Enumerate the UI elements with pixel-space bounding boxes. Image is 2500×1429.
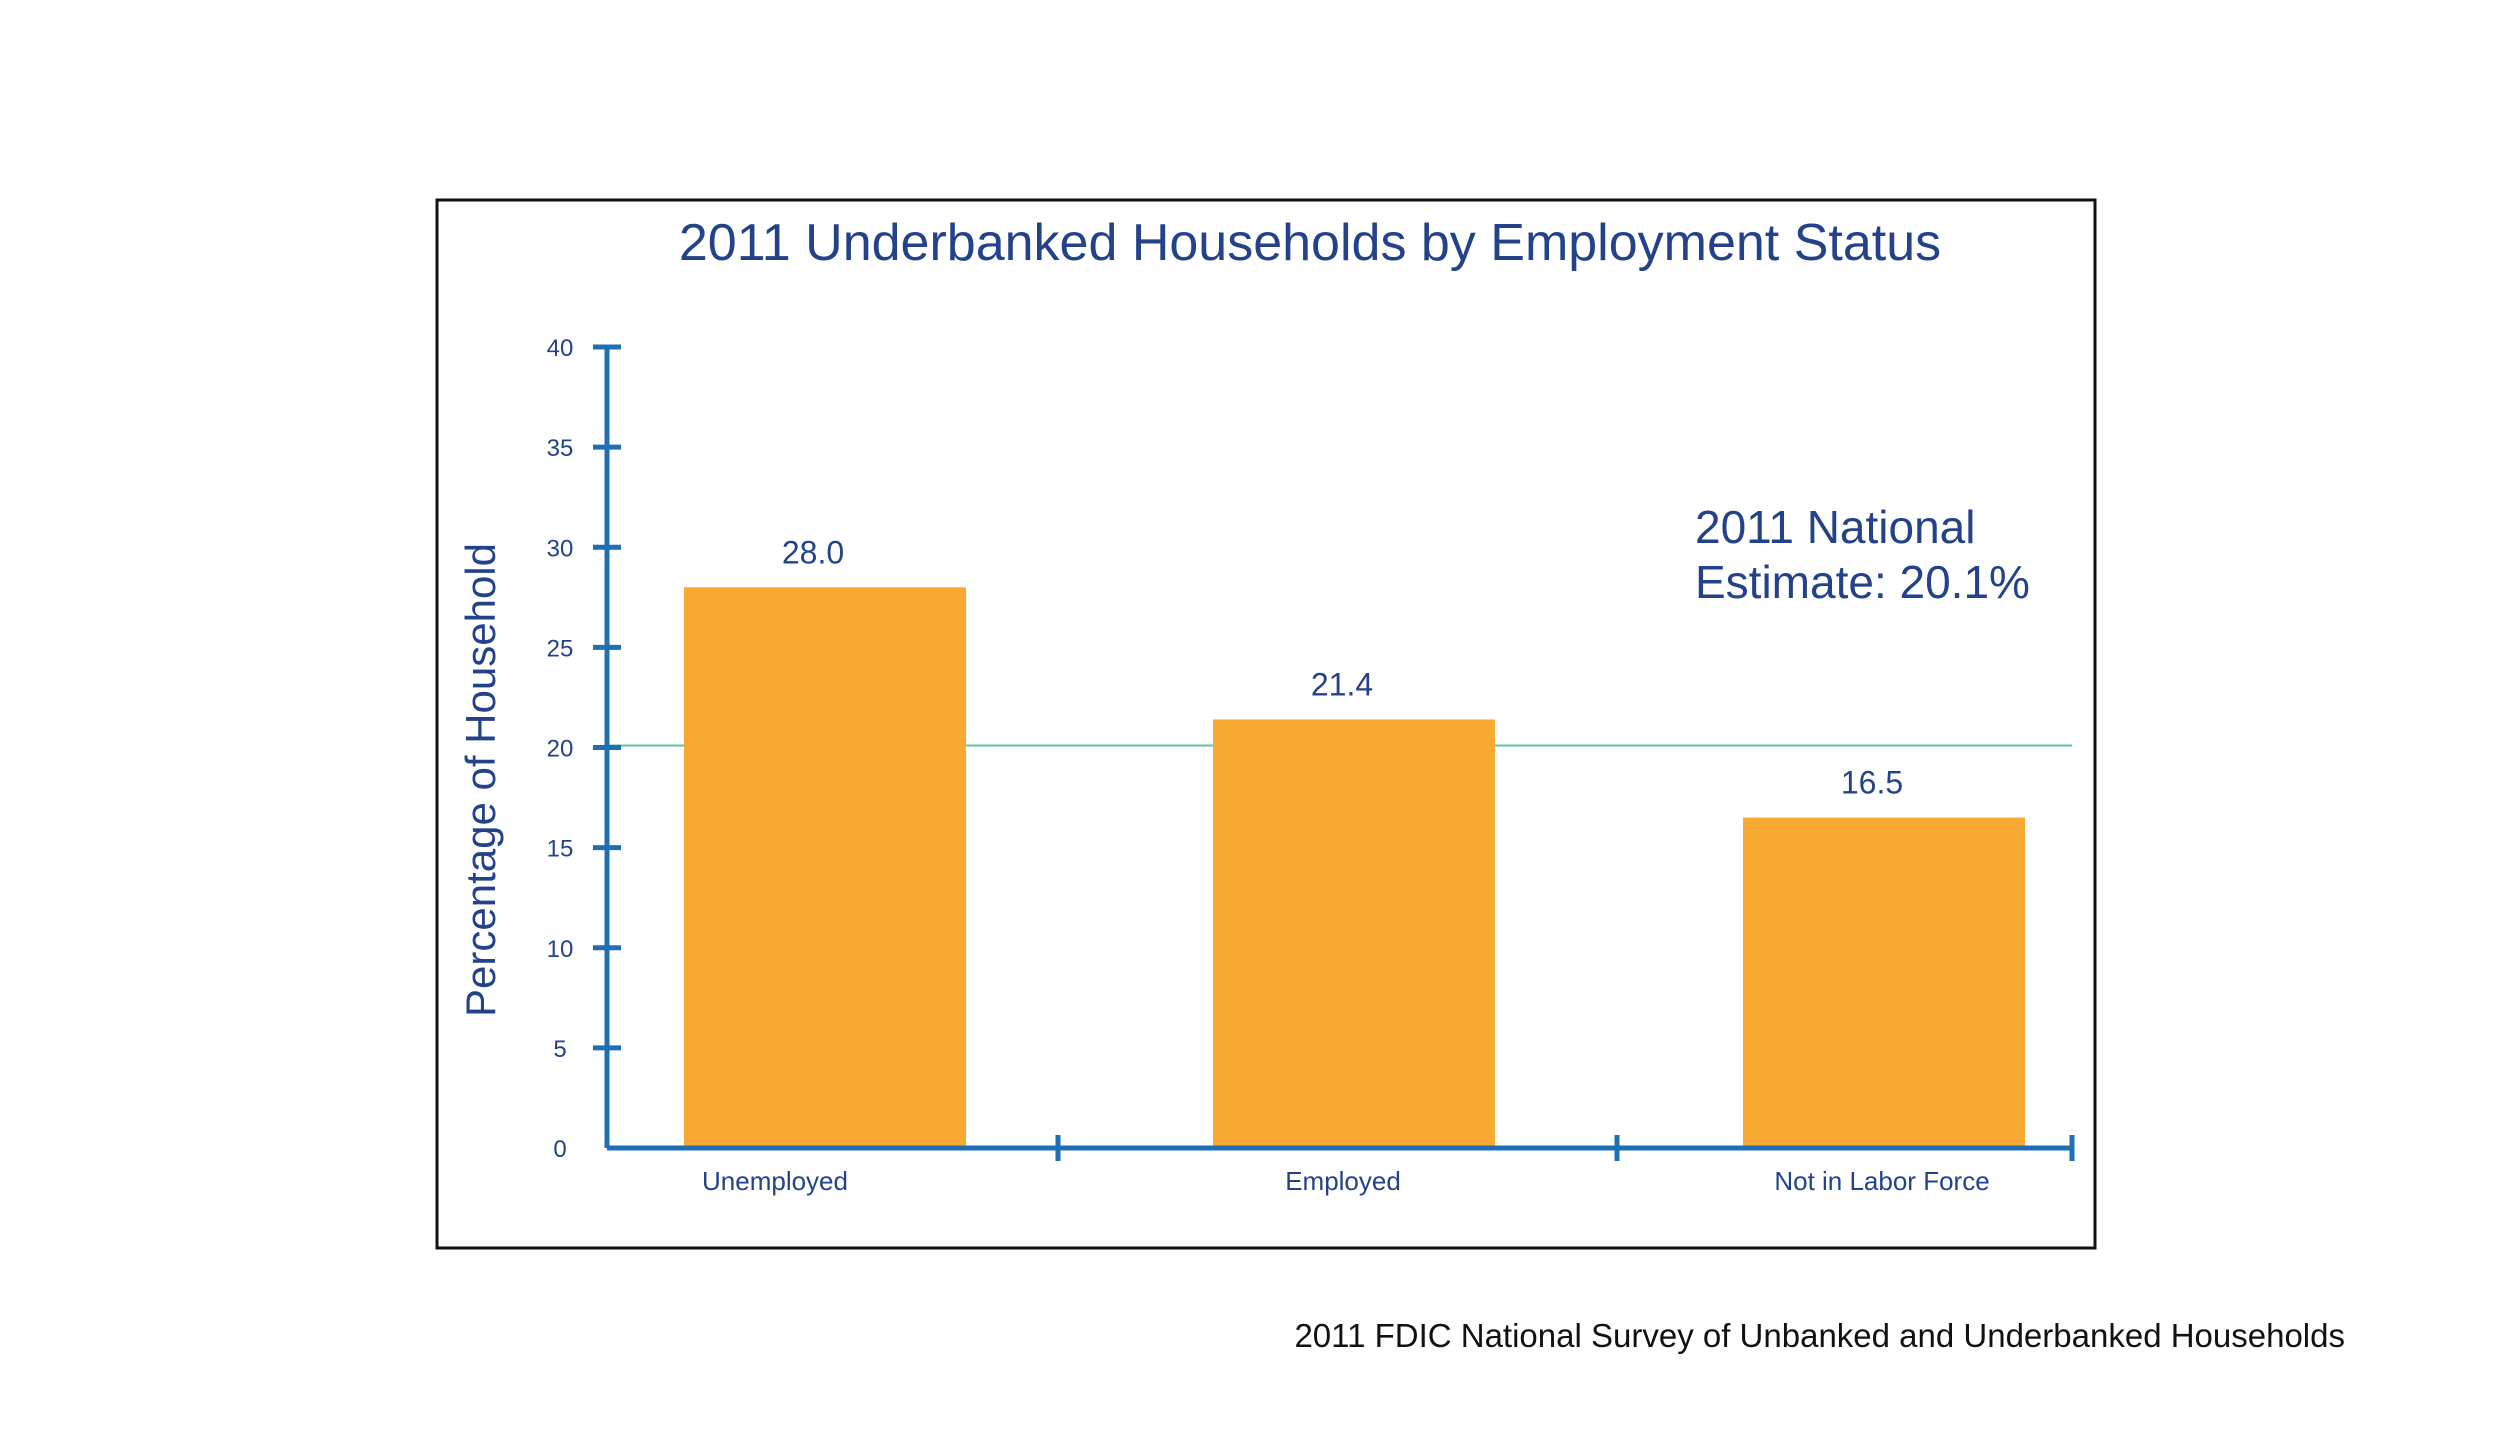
chart-title: 2011 Underbanked Households by Employmen… <box>679 214 1941 272</box>
bar-unemployed <box>684 587 966 1148</box>
national-estimate-label-line1: 2011 National <box>1695 501 1975 553</box>
x-tick-label: Employed <box>1285 1166 1401 1196</box>
y-tick-label: 5 <box>553 1036 566 1063</box>
y-tick-label: 15 <box>547 836 574 863</box>
bar-value-label: 21.4 <box>1311 666 1373 702</box>
x-tick-label: Unemployed <box>702 1166 848 1196</box>
bar-value-label: 16.5 <box>1841 765 1903 801</box>
y-tick-label: 35 <box>547 435 574 462</box>
y-tick-label: 20 <box>547 736 574 763</box>
y-tick-label: 10 <box>547 936 574 963</box>
national-estimate-label-line2: Estimate: 20.1% <box>1695 556 2030 608</box>
y-tick-label: 30 <box>547 535 574 562</box>
y-tick-label: 25 <box>547 635 574 662</box>
bar-not-in-labor-force <box>1743 817 2025 1148</box>
y-tick-label: 0 <box>553 1136 566 1163</box>
bar-value-label: 28.0 <box>782 534 844 570</box>
y-tick-label: 40 <box>547 335 574 362</box>
source-note: 2011 FDIC National Survey of Unbanked an… <box>1294 1317 2345 1354</box>
plot-area: 28.0 Unemployed 21.4 Employed 16.5 Not in Lab… <box>547 335 2075 1196</box>
x-tick-label: Not in Labor Force <box>1774 1166 1989 1196</box>
chart-frame <box>435 198 2097 1250</box>
y-axis-label: Percentage of Household <box>457 543 504 1017</box>
bar-employed <box>1213 719 1495 1148</box>
